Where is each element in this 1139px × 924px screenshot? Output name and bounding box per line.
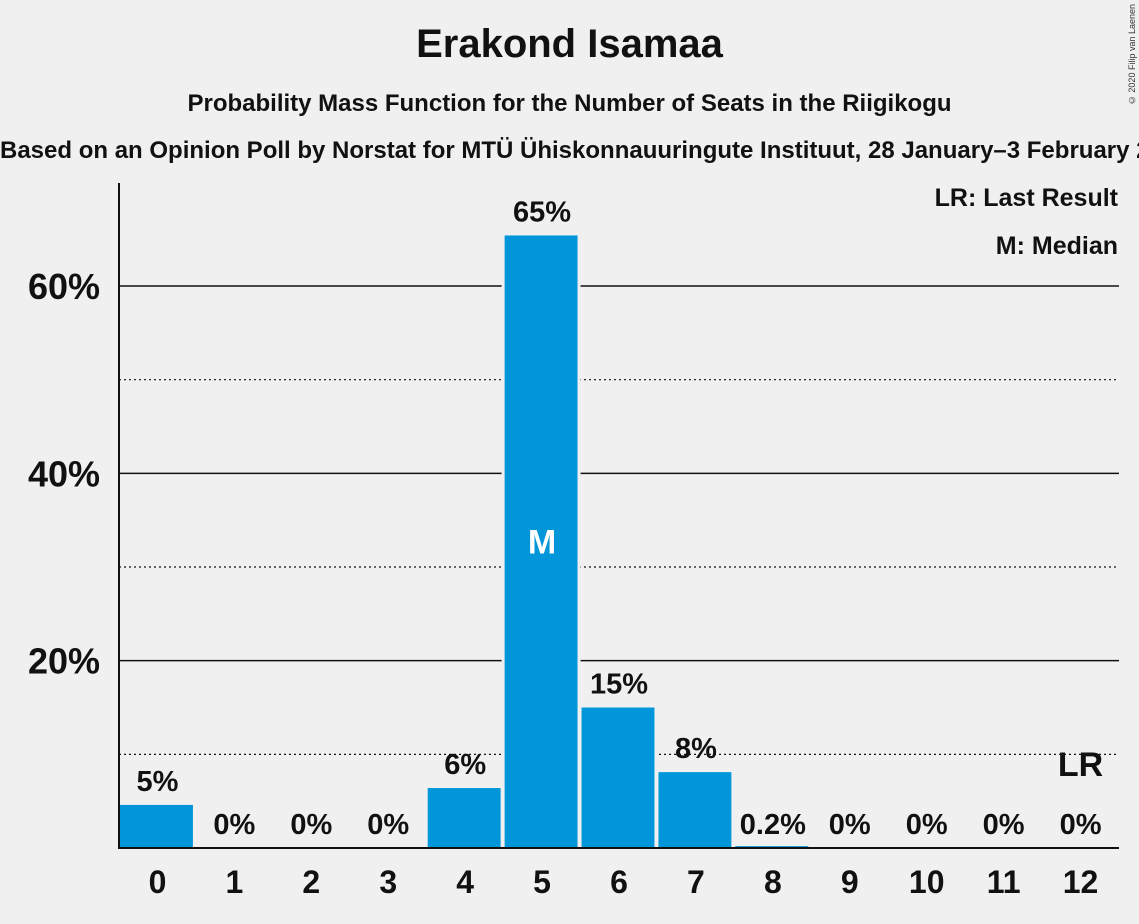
chart-subtitle: Probability Mass Function for the Number… (187, 90, 952, 117)
bar-halo (732, 843, 812, 848)
bar-value-label: 0.2% (740, 809, 806, 841)
bar-value-label: 0% (213, 809, 255, 841)
x-tick-label: 6 (610, 864, 628, 900)
y-tick-label: 40% (28, 453, 100, 494)
y-tick-label: 60% (28, 266, 100, 307)
bar-value-label: 0% (829, 809, 871, 841)
bar-value-label: 5% (137, 766, 179, 798)
x-tick-label: 12 (1063, 864, 1099, 900)
bar-value-label: 0% (906, 809, 948, 841)
bar-value-label: 0% (290, 809, 332, 841)
x-tick-label: 10 (909, 864, 945, 900)
y-tick-label: 20% (28, 641, 100, 682)
bar (658, 772, 732, 848)
legend-median: M: Median (995, 232, 1118, 260)
median-marker: M (528, 524, 556, 562)
bar (581, 707, 655, 848)
x-tick-label: 0 (149, 864, 167, 900)
x-tick-label: 11 (987, 864, 1021, 900)
bar (120, 804, 193, 848)
x-tick-label: 8 (764, 864, 782, 900)
legend-last-result: LR: Last Result (934, 184, 1118, 212)
bar (427, 788, 501, 848)
x-tick-label: 7 (687, 864, 705, 900)
bar-value-label: 15% (590, 669, 648, 701)
chart-source: Based on an Opinion Poll by Norstat for … (0, 137, 1139, 164)
x-tick-label: 9 (841, 864, 859, 900)
bar-value-label: 0% (1060, 809, 1102, 841)
x-tick-label: 1 (225, 864, 243, 900)
x-tick-label: 4 (456, 864, 474, 900)
bar-value-label: 65% (513, 196, 571, 228)
bar-value-label: 0% (983, 809, 1025, 841)
bar (504, 235, 578, 849)
x-tick-label: 2 (302, 864, 320, 900)
bar-value-label: 8% (675, 733, 717, 765)
bar-value-label: 0% (367, 809, 409, 841)
last-result-marker: LR (1058, 746, 1103, 784)
bar-value-label: 6% (444, 749, 486, 781)
x-tick-label: 3 (379, 864, 397, 900)
chart-title: Erakond Isamaa (416, 22, 723, 66)
x-tick-label: 5 (533, 864, 551, 900)
